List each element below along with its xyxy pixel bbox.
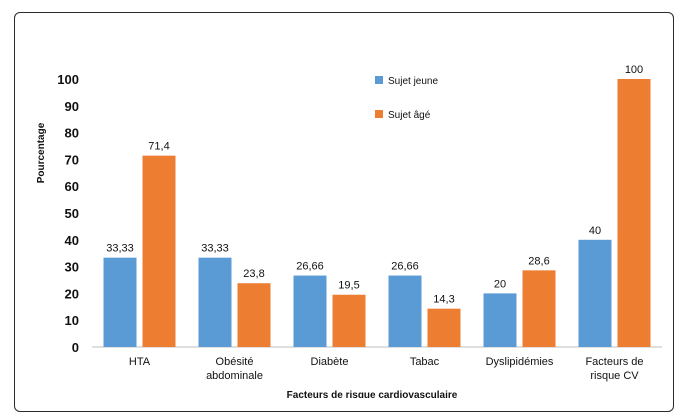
legend-swatch-sujet-age bbox=[375, 110, 383, 118]
x-tick-label: risque CV bbox=[590, 370, 639, 382]
y-tick-label: 20 bbox=[65, 286, 79, 301]
bars bbox=[103, 79, 651, 347]
x-tick-label: Diabète bbox=[311, 356, 349, 368]
bar-sujet-jeune bbox=[198, 257, 232, 347]
y-tick-label: 30 bbox=[65, 260, 79, 275]
legend-label-sujet-jeune: Sujet jeune bbox=[388, 76, 438, 87]
y-axis-title: Pourcentage bbox=[36, 122, 47, 183]
y-tick-label: 0 bbox=[72, 340, 79, 355]
y-tick-label: 100 bbox=[57, 72, 79, 87]
x-axis-title: Facteurs de risque cardiovasculaire bbox=[287, 390, 458, 398]
bar-sujet-age bbox=[522, 270, 556, 347]
value-label: 28,6 bbox=[528, 255, 549, 267]
value-label: 26,66 bbox=[296, 261, 324, 273]
y-tick-label: 60 bbox=[65, 179, 79, 194]
bar-sujet-jeune bbox=[388, 275, 422, 347]
value-label: 19,5 bbox=[338, 280, 359, 292]
value-label: 23,8 bbox=[243, 268, 264, 280]
bar-sujet-age bbox=[332, 294, 366, 347]
y-tick-label: 10 bbox=[65, 313, 79, 328]
bar-sujet-jeune bbox=[103, 257, 137, 347]
x-tick-label: Facteurs de bbox=[585, 356, 643, 368]
bar-chart: 0 10 20 30 40 50 60 70 80 90 100 33,33 71,4 33,33 23,… bbox=[36, 64, 662, 398]
legend-swatch-sujet-jeune bbox=[375, 76, 383, 84]
y-tick-label: 70 bbox=[65, 152, 79, 167]
value-labels: 33,33 71,4 33,33 23,8 26,66 19,5 26,66 14,3 20 28… bbox=[106, 64, 643, 306]
x-tick-label: HTA bbox=[129, 356, 151, 368]
x-tick-label: abdominale bbox=[206, 370, 263, 382]
y-axis-ticks: 0 10 20 30 40 50 60 70 80 90 100 bbox=[57, 72, 79, 355]
y-tick-label: 90 bbox=[65, 99, 79, 114]
bar-sujet-age bbox=[427, 308, 461, 347]
bar-sujet-jeune bbox=[483, 293, 517, 347]
y-tick-label: 80 bbox=[65, 126, 79, 141]
legend: Sujet jeune Sujet âgé bbox=[375, 76, 438, 121]
bar-sujet-age bbox=[237, 283, 271, 347]
x-tick-label: Tabac bbox=[410, 356, 440, 368]
value-label: 100 bbox=[625, 64, 643, 76]
value-label: 20 bbox=[494, 278, 506, 290]
value-label: 33,33 bbox=[106, 243, 134, 255]
value-label: 40 bbox=[589, 225, 601, 237]
y-tick-label: 50 bbox=[65, 206, 79, 221]
bar-sujet-jeune bbox=[578, 239, 612, 347]
bar-sujet-age bbox=[617, 79, 651, 347]
y-tick-label: 40 bbox=[65, 233, 79, 248]
value-label: 33,33 bbox=[201, 243, 229, 255]
x-tick-label: Dyslipidémies bbox=[486, 356, 554, 368]
value-label: 14,3 bbox=[433, 294, 454, 306]
x-tick-label: Obésité bbox=[216, 356, 254, 368]
value-label: 26,66 bbox=[391, 261, 419, 273]
bar-sujet-jeune bbox=[293, 275, 327, 347]
value-label: 71,4 bbox=[148, 141, 169, 153]
legend-label-sujet-age: Sujet âgé bbox=[388, 110, 431, 121]
bar-sujet-age bbox=[142, 155, 176, 347]
category-labels: HTA Obésité abdominale Diabète Tabac Dyslipid… bbox=[129, 356, 644, 382]
